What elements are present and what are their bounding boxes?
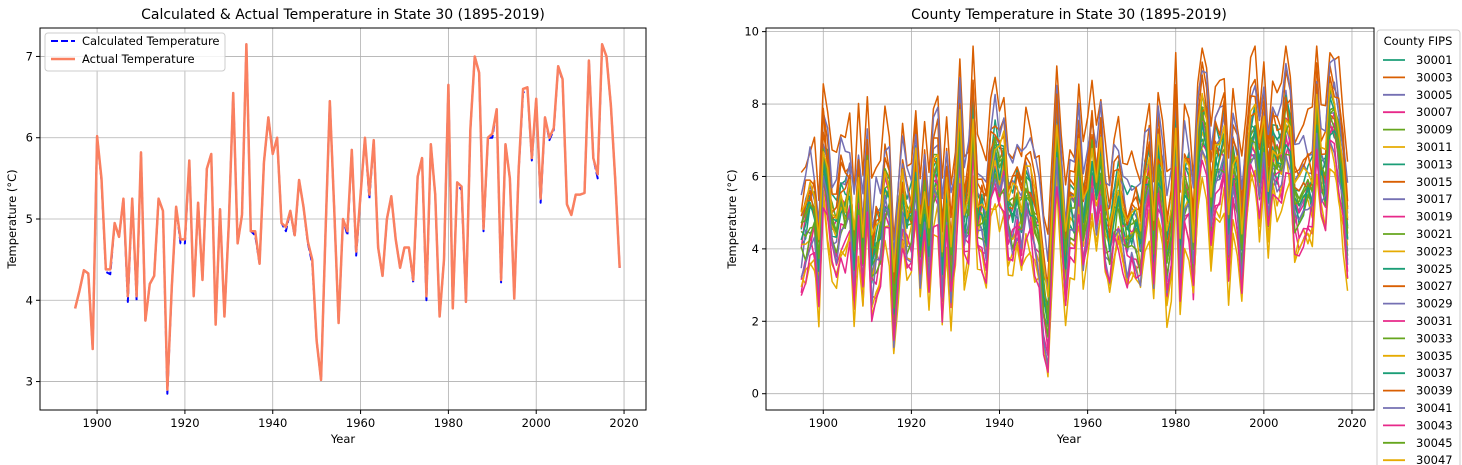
- y-tick-label: 0: [752, 387, 759, 401]
- right-y-axis-label: Temperature (°C): [725, 169, 739, 269]
- y-tick-label: 4: [26, 293, 33, 307]
- right-plot-frame: [765, 27, 1375, 411]
- left-y-axis-label: Temperature (°C): [5, 169, 19, 269]
- county-legend-label: 30007: [1416, 105, 1453, 119]
- x-tick-label: 1960: [1073, 416, 1102, 430]
- county-legend-label: 30023: [1416, 244, 1453, 258]
- county-legend-label: 30041: [1416, 401, 1453, 415]
- county-line-30029: [800, 58, 1349, 263]
- x-tick-label: 1900: [809, 416, 838, 430]
- county-legend-label: 30017: [1416, 192, 1453, 206]
- county-legend: County FIPS 3000130003300053000730009300…: [1376, 29, 1461, 465]
- x-tick-label: 2000: [1249, 416, 1278, 430]
- x-tick-label: 1900: [82, 416, 111, 430]
- left-y-ticks: 3 4 5 6 7: [26, 49, 40, 389]
- county-legend-label: 30031: [1416, 314, 1453, 328]
- y-tick-label: 3: [26, 375, 33, 389]
- left-legend: Calculated Temperature Actual Temperatur…: [44, 32, 226, 72]
- left-chart: Calculated & Actual Temperature in State…: [5, 7, 647, 446]
- county-legend-items: 30001 30003 30005 30007 30009 30011 30013 30015…: [1383, 53, 1453, 465]
- county-legend-label: 30011: [1416, 140, 1453, 154]
- y-tick-label: 8: [752, 97, 759, 111]
- county-legend-label: 30021: [1416, 227, 1453, 241]
- county-line-30043: [800, 139, 1349, 373]
- county-legend-label: 30013: [1416, 157, 1453, 171]
- x-tick-label: 2020: [1337, 416, 1366, 430]
- county-legend-label: 30003: [1416, 70, 1453, 84]
- county-legend-label: 30015: [1416, 175, 1453, 189]
- right-y-ticks: 0 2 4 6 8 10: [744, 25, 766, 401]
- left-series-lines: [73, 43, 621, 395]
- y-tick-label: 10: [744, 25, 759, 39]
- county-legend-label: 30047: [1416, 453, 1453, 465]
- x-tick-label: 2020: [609, 416, 638, 430]
- county-legend-label: 30037: [1416, 366, 1453, 380]
- x-tick-label: 1920: [897, 416, 926, 430]
- county-legend-label: 30035: [1416, 349, 1453, 363]
- x-tick-label: 1980: [1161, 416, 1190, 430]
- county-line-30047: [800, 83, 1349, 298]
- y-tick-label: 2: [752, 314, 759, 328]
- left-x-ticks: 1900 1920 1940 1960 1980 2000 2020: [82, 410, 639, 430]
- county-legend-label: 30045: [1416, 436, 1453, 450]
- county-legend-label: 30025: [1416, 262, 1453, 276]
- right-chart-title: County Temperature in State 30 (1895-201…: [911, 7, 1227, 23]
- county-legend-label: 30019: [1416, 210, 1453, 224]
- legend-actual-label: Actual Temperature: [82, 52, 195, 66]
- county-legend-label: 30009: [1416, 123, 1453, 137]
- legend-calculated-label: Calculated Temperature: [82, 34, 220, 48]
- right-chart: County Temperature in State 30 (1895-201…: [725, 7, 1461, 465]
- right-series-lines: [800, 45, 1349, 378]
- county-legend-label: 30033: [1416, 331, 1453, 345]
- x-tick-label: 1940: [985, 416, 1014, 430]
- county-legend-label: 30027: [1416, 279, 1453, 293]
- county-legend-label: 30005: [1416, 88, 1453, 102]
- x-tick-label: 1940: [258, 416, 287, 430]
- county-legend-label: 30043: [1416, 418, 1453, 432]
- y-tick-label: 6: [752, 169, 759, 183]
- x-tick-label: 1980: [434, 416, 463, 430]
- x-tick-label: 1920: [170, 416, 199, 430]
- county-legend-label: 30029: [1416, 297, 1453, 311]
- y-tick-label: 6: [26, 131, 33, 145]
- x-tick-label: 1960: [346, 416, 375, 430]
- county-line-30045: [800, 106, 1349, 321]
- actual-temperature-line: [73, 43, 621, 391]
- left-legend-box: [44, 32, 226, 72]
- left-chart-title: Calculated & Actual Temperature in State…: [141, 7, 545, 23]
- left-x-axis-label: Year: [330, 432, 356, 446]
- y-tick-label: 4: [752, 242, 759, 256]
- y-tick-label: 7: [26, 49, 33, 63]
- right-x-ticks: 1900 1920 1940 1960 1980 2000 2020: [809, 410, 1367, 430]
- county-legend-label: 30039: [1416, 384, 1453, 398]
- x-tick-label: 2000: [522, 416, 551, 430]
- right-x-axis-label: Year: [1056, 432, 1082, 446]
- y-tick-label: 5: [26, 212, 33, 226]
- county-legend-label: 30001: [1416, 53, 1453, 67]
- county-legend-title: County FIPS: [1384, 34, 1453, 48]
